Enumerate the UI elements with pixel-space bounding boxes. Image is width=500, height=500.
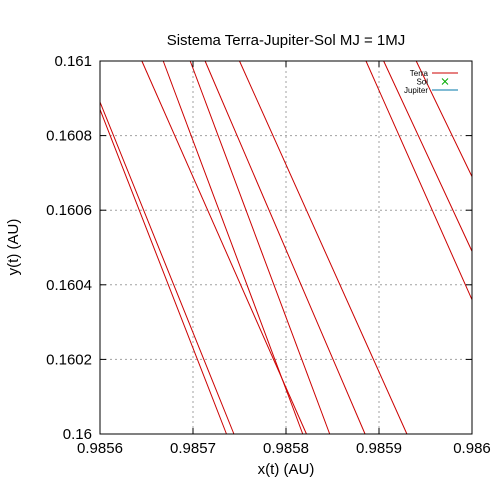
grid — [100, 61, 472, 434]
series-terra-segment-3 — [162, 60, 304, 435]
series-terra-segment-6 — [239, 60, 408, 435]
x-tick-label: 0.9857 — [170, 440, 216, 457]
series-terra-segment-1 — [99, 109, 227, 435]
legend-item-terra: Terra — [410, 69, 458, 78]
series-terra-segment-4 — [189, 60, 331, 435]
y-tick-label: 0.16 — [63, 426, 92, 443]
y-tick-label: 0.1604 — [46, 277, 92, 294]
chart-title: Sistema Terra-Jupiter-Sol MJ = 1MJ — [167, 32, 406, 49]
axis-ticks — [99, 60, 473, 435]
y-tick-label: 0.1606 — [46, 202, 92, 219]
series-terra-segment-7 — [383, 60, 473, 252]
y-axis-label: y(t) (AU) — [5, 219, 22, 276]
series-terra-segment-9 — [365, 60, 473, 300]
x-tick-label: 0.9858 — [263, 440, 309, 457]
y-tick-labels: 0.16 0.1602 0.1604 0.1606 0.1608 0.161 — [46, 53, 92, 443]
x-tick-label: 0.9859 — [356, 440, 402, 457]
x-axis-label: x(t) (AU) — [258, 461, 315, 478]
y-tick-label: 0.1608 — [46, 128, 92, 145]
legend-label: Terra — [410, 69, 429, 78]
x-tick-label: 0.9856 — [77, 440, 123, 457]
legend-label: Sol — [416, 78, 428, 87]
series-terra-segment-5 — [204, 60, 366, 435]
legend-item-sol: Sol — [416, 78, 449, 87]
y-tick-label: 0.1602 — [46, 351, 92, 368]
y-tick-label: 0.161 — [54, 53, 92, 70]
series-terra — [99, 60, 473, 435]
series-layer — [99, 60, 473, 435]
series-terra-segment-8 — [415, 60, 473, 177]
x-tick-labels: 0.9856 0.9857 0.9858 0.9859 0.986 — [77, 440, 491, 457]
legend-item-jupiter: Jupiter — [404, 86, 458, 95]
series-terra-segment-0 — [99, 101, 235, 435]
legend-label: Jupiter — [404, 86, 428, 95]
x-tick-label: 0.986 — [453, 440, 491, 457]
legend-marker-sol — [441, 78, 449, 85]
